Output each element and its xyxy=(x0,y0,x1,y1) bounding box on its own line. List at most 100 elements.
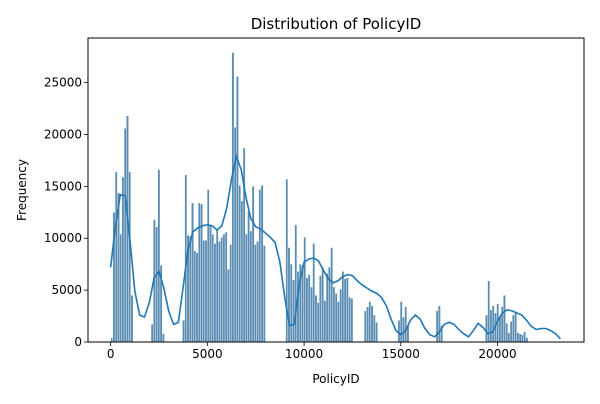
histogram-bar xyxy=(188,235,192,343)
histogram-bar xyxy=(516,332,520,343)
histogram-bar xyxy=(314,295,318,343)
plot-area-frame xyxy=(87,37,585,343)
histogram-bar xyxy=(254,244,257,343)
x-axis: 0 5000 10000 15000 20000 xyxy=(107,342,517,361)
histogram-bar xyxy=(242,147,246,343)
histogram-bar xyxy=(330,247,333,343)
histogram-bar xyxy=(229,244,232,343)
histogram-bar xyxy=(202,240,206,343)
histogram-bar xyxy=(505,323,508,343)
y-axis: 0 5000 10000 15000 20000 25000 xyxy=(44,76,88,349)
histogram-bar xyxy=(215,228,219,343)
histogram-bar xyxy=(435,310,439,343)
histogram-bar xyxy=(258,189,262,343)
histogram-bar xyxy=(182,320,185,343)
histogram-bar xyxy=(334,293,338,343)
histogram-bar xyxy=(236,76,239,343)
histogram-bar xyxy=(209,225,212,343)
histogram-bar xyxy=(307,274,311,343)
y-tick-label: 25000 xyxy=(44,76,82,90)
histogram-bar xyxy=(251,186,255,343)
histogram-bar xyxy=(373,314,376,343)
histogram-bar xyxy=(200,203,203,343)
histogram-bar xyxy=(310,286,313,343)
histogram-bar xyxy=(260,185,264,343)
histogram-bar xyxy=(301,265,304,343)
x-tick-label: 10000 xyxy=(285,347,323,361)
histogram-bar xyxy=(240,200,244,343)
histogram-bar xyxy=(323,300,327,343)
histogram-bar xyxy=(157,169,161,343)
histogram-bar xyxy=(150,324,154,343)
histogram-bar xyxy=(128,171,132,343)
histogram-bar xyxy=(523,331,526,343)
histogram-bar xyxy=(222,233,226,343)
x-tick-label: 0 xyxy=(107,347,115,361)
histogram-bar xyxy=(123,128,127,343)
histogram-bar xyxy=(341,271,345,343)
histogram-bar xyxy=(263,245,266,343)
histogram-bar xyxy=(289,264,293,343)
histogram-bar xyxy=(195,252,199,343)
histogram-bar xyxy=(231,52,235,343)
histogram-bar xyxy=(325,273,329,343)
histogram-bar xyxy=(402,316,405,343)
histogram-bar xyxy=(399,301,403,343)
histogram-bar xyxy=(319,275,322,343)
histogram-bar xyxy=(518,333,522,343)
histogram-bar xyxy=(303,237,307,343)
y-tick-label: 0 xyxy=(74,335,82,349)
histogram-bar xyxy=(521,334,524,343)
kde-line xyxy=(109,153,561,340)
kde-layer xyxy=(109,153,561,340)
chart-title: Distribution of PolicyID xyxy=(251,15,422,33)
histogram-bar xyxy=(491,305,495,343)
histogram-bar xyxy=(121,176,125,343)
histogram-bar xyxy=(332,286,336,343)
histogram-bar xyxy=(366,306,369,343)
histogram-bar xyxy=(213,243,217,343)
histogram-bar xyxy=(191,202,194,343)
histogram-bar xyxy=(193,250,197,343)
histogram-bar xyxy=(155,226,158,343)
histogram-bar xyxy=(404,306,408,343)
histogram-bar xyxy=(292,279,295,343)
histogram-bar xyxy=(204,240,208,343)
histogram-bar xyxy=(348,297,351,343)
x-tick-label: 15000 xyxy=(382,347,420,361)
histogram-bar xyxy=(343,278,347,343)
histogram-bar xyxy=(503,295,506,343)
x-tick-label: 20000 xyxy=(478,347,516,361)
histogram-bar xyxy=(316,302,320,343)
histogram-bar xyxy=(220,237,224,343)
histogram-bar xyxy=(512,314,515,343)
histogram-bar xyxy=(110,337,114,343)
histogram-bar xyxy=(119,233,123,343)
histogram-bar xyxy=(247,211,250,343)
bars-layer xyxy=(110,52,529,343)
histogram-bar xyxy=(218,241,221,343)
histogram-bar xyxy=(249,230,253,343)
histogram-bar xyxy=(197,202,201,343)
histogram-bar xyxy=(245,233,248,343)
histogram-bar xyxy=(227,269,230,343)
histogram-bar xyxy=(256,241,259,343)
histogram-bar xyxy=(375,322,378,343)
histogram-bar xyxy=(206,189,210,343)
histogram-bar xyxy=(321,267,324,343)
histogram-bar xyxy=(485,314,488,343)
histogram-bar xyxy=(364,310,367,343)
x-tick-label: 5000 xyxy=(192,347,223,361)
histogram-bar xyxy=(438,305,441,343)
histogram-bar xyxy=(370,305,374,343)
histogram-bar xyxy=(224,231,228,343)
histogram-bar xyxy=(211,233,215,343)
histogram-bar xyxy=(397,320,401,343)
histogram-bar xyxy=(114,171,118,343)
histogram-bar xyxy=(350,298,354,343)
y-tick-label: 20000 xyxy=(44,127,82,141)
y-tick-label: 10000 xyxy=(44,231,82,245)
histogram-bar xyxy=(489,309,493,343)
